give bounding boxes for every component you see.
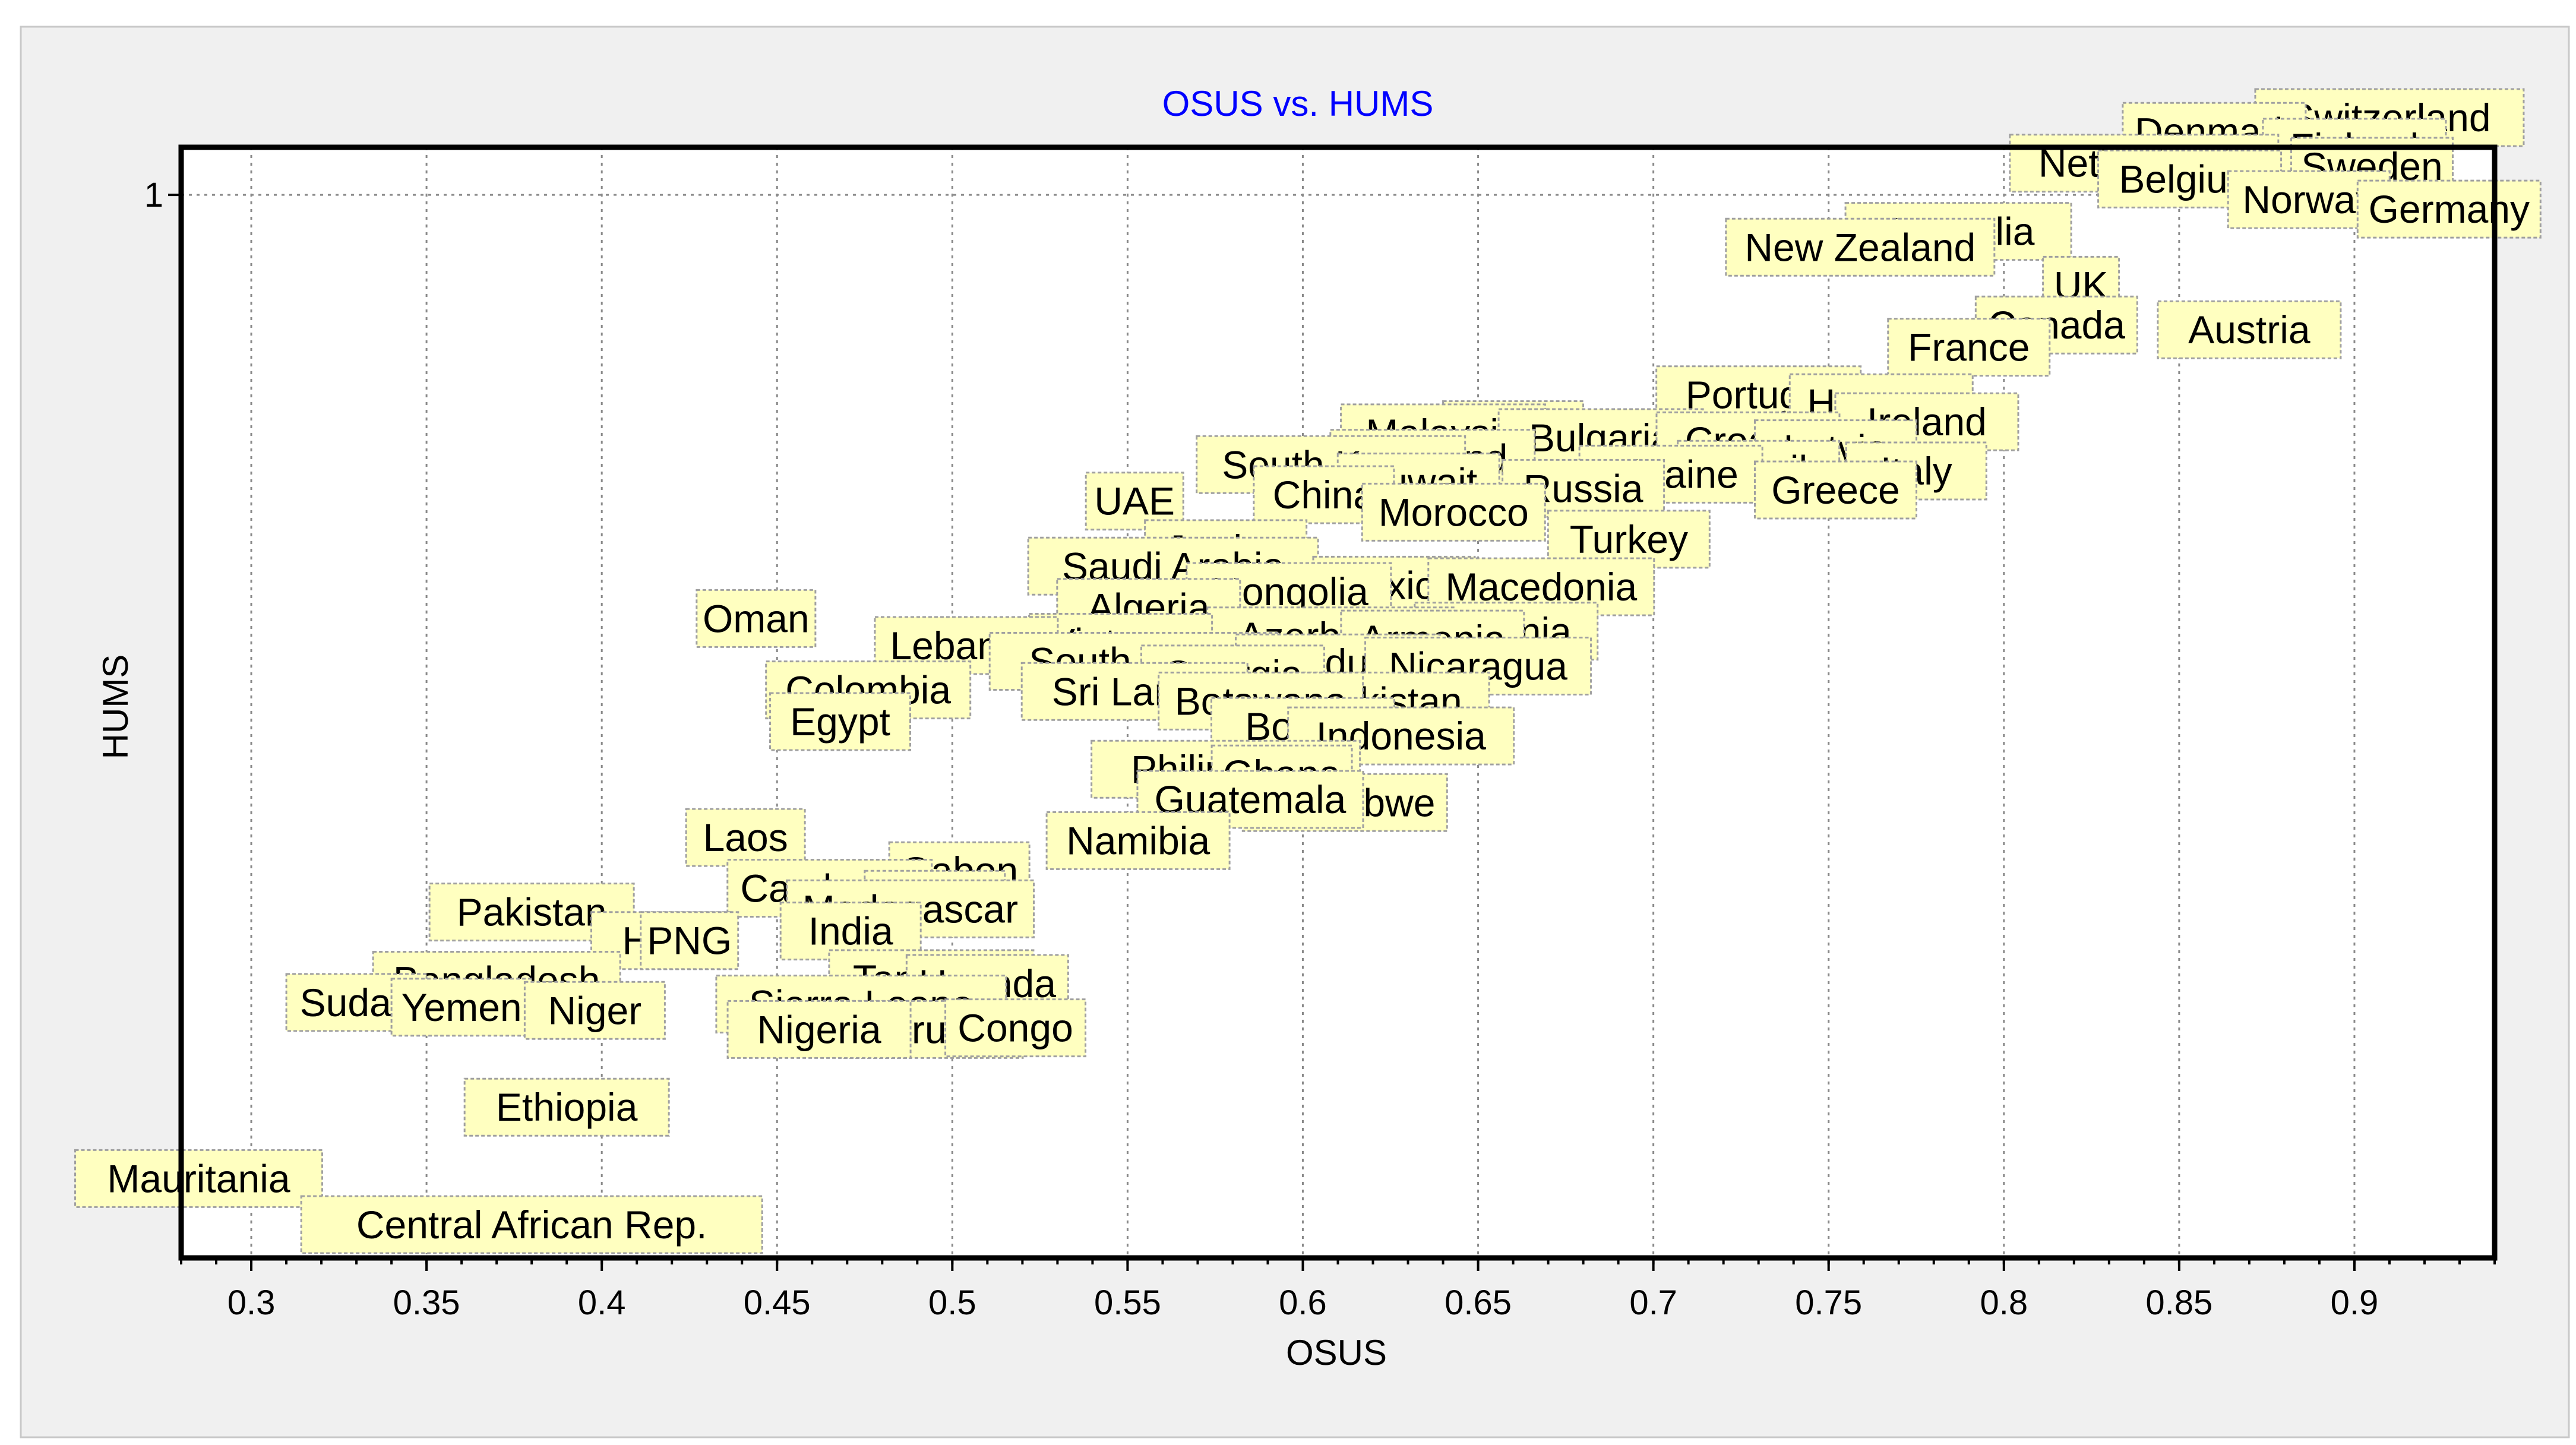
point-label: Turkey	[1570, 517, 1688, 561]
data-point: Morocco	[1361, 482, 1546, 542]
point-label: Yemen	[402, 985, 522, 1029]
point-label: UAE	[1094, 479, 1175, 523]
x-tick-label: 0.65	[1445, 1283, 1512, 1322]
x-tick-label: 0.7	[1629, 1283, 1677, 1322]
point-label: Egypt	[790, 700, 890, 744]
point-label-box	[1754, 460, 1918, 520]
data-point: PNG	[640, 911, 739, 970]
data-point: Austria	[2157, 300, 2342, 359]
point-label: France	[1908, 325, 2030, 369]
x-tick-label: 0.6	[1279, 1283, 1327, 1322]
data-point: Turkey	[1547, 510, 1711, 569]
data-point: Central African Rep.	[300, 1195, 763, 1254]
point-label: Macedonia	[1445, 565, 1637, 609]
point-label: New Zealand	[1744, 225, 1976, 269]
point-label-box	[300, 1195, 763, 1254]
axis-ticks: 0.3 0.35 0.4 0.45 0.5 0.55 0.6 0.65 0.7 0.75 0.8 0.…	[144, 176, 2496, 1322]
data-point: Yemen	[390, 978, 533, 1037]
data-point: Ethiopia	[463, 1077, 670, 1137]
point-label: Mauritania	[107, 1156, 290, 1200]
point-label-box	[1085, 472, 1184, 531]
data-point: Greece	[1754, 460, 1918, 520]
x-tick-label: 0.9	[2331, 1283, 2379, 1322]
point-label-box	[523, 981, 666, 1040]
point-label-box	[463, 1077, 670, 1137]
data-point: New Zealand	[1725, 217, 1996, 277]
data-point: Egypt	[769, 692, 911, 751]
point-label: Greece	[1771, 468, 1899, 512]
data-point: Germany	[2356, 179, 2542, 239]
point-label: India	[808, 909, 893, 953]
point-label-box	[1725, 217, 1996, 277]
point-label: Central African Rep.	[356, 1203, 707, 1247]
data-point: Mauritania	[74, 1149, 324, 1208]
point-label: Morocco	[1379, 490, 1529, 534]
point-label: Laos	[703, 815, 788, 859]
data-point: Oman	[696, 589, 817, 648]
point-label-box	[74, 1149, 324, 1208]
point-label: PNG	[647, 919, 732, 963]
point-label-box	[640, 911, 739, 970]
x-tick-label: 0.8	[1980, 1283, 2028, 1322]
point-label-box	[726, 1000, 912, 1059]
point-label: Ethiopia	[496, 1085, 638, 1129]
point-label: Nigeria	[757, 1007, 881, 1051]
point-label-box	[390, 978, 533, 1037]
point-label-box	[685, 808, 806, 867]
point-label: China	[1273, 473, 1376, 517]
data-point: Niger	[523, 981, 666, 1040]
point-label: Namibia	[1066, 818, 1210, 862]
x-axis-label: OSUS	[1286, 1333, 1387, 1373]
data-point: France	[1887, 318, 2051, 377]
point-label: Norway	[2242, 178, 2375, 222]
x-tick-label: 0.35	[393, 1283, 460, 1322]
data-point: Guatemala	[1136, 770, 1364, 829]
point-label-box	[696, 589, 817, 648]
point-label: Pakistan	[457, 890, 607, 934]
x-tick-label: 0.45	[744, 1283, 811, 1322]
x-tick-label: 0.3	[227, 1283, 276, 1322]
point-label-box	[1361, 482, 1546, 542]
x-tick-label: 0.55	[1094, 1283, 1161, 1322]
data-point: Laos	[685, 808, 806, 867]
data-points: SwitzerlandDenmarkFinlandNetherlandsSwed…	[74, 88, 2542, 1254]
data-point: Nigeria	[726, 1000, 912, 1059]
point-label-box	[2356, 179, 2542, 239]
point-label-box	[769, 692, 911, 751]
data-point: Congo	[944, 998, 1087, 1058]
point-label-box	[944, 998, 1087, 1058]
plot-border	[178, 144, 2498, 1261]
data-point: Namibia	[1045, 811, 1231, 870]
x-tick-label: 0.5	[928, 1283, 976, 1322]
point-label: Congo	[957, 1006, 1073, 1050]
point-label: Austria	[2188, 308, 2311, 352]
point-label-box	[2157, 300, 2342, 359]
chart-title: OSUS vs. HUMS	[1162, 84, 1434, 124]
point-label: Germany	[2369, 187, 2530, 231]
data-point: UAE	[1085, 472, 1184, 531]
x-tick-label: 0.75	[1795, 1283, 1862, 1322]
point-label: Niger	[548, 988, 642, 1032]
y-tick-label: 1	[144, 176, 163, 214]
x-tick-label: 0.4	[578, 1283, 626, 1322]
y-axis-label: HUMS	[96, 654, 135, 760]
point-label-box	[1045, 811, 1231, 870]
x-tick-label: 0.85	[2145, 1283, 2212, 1322]
point-label: Oman	[703, 596, 810, 640]
